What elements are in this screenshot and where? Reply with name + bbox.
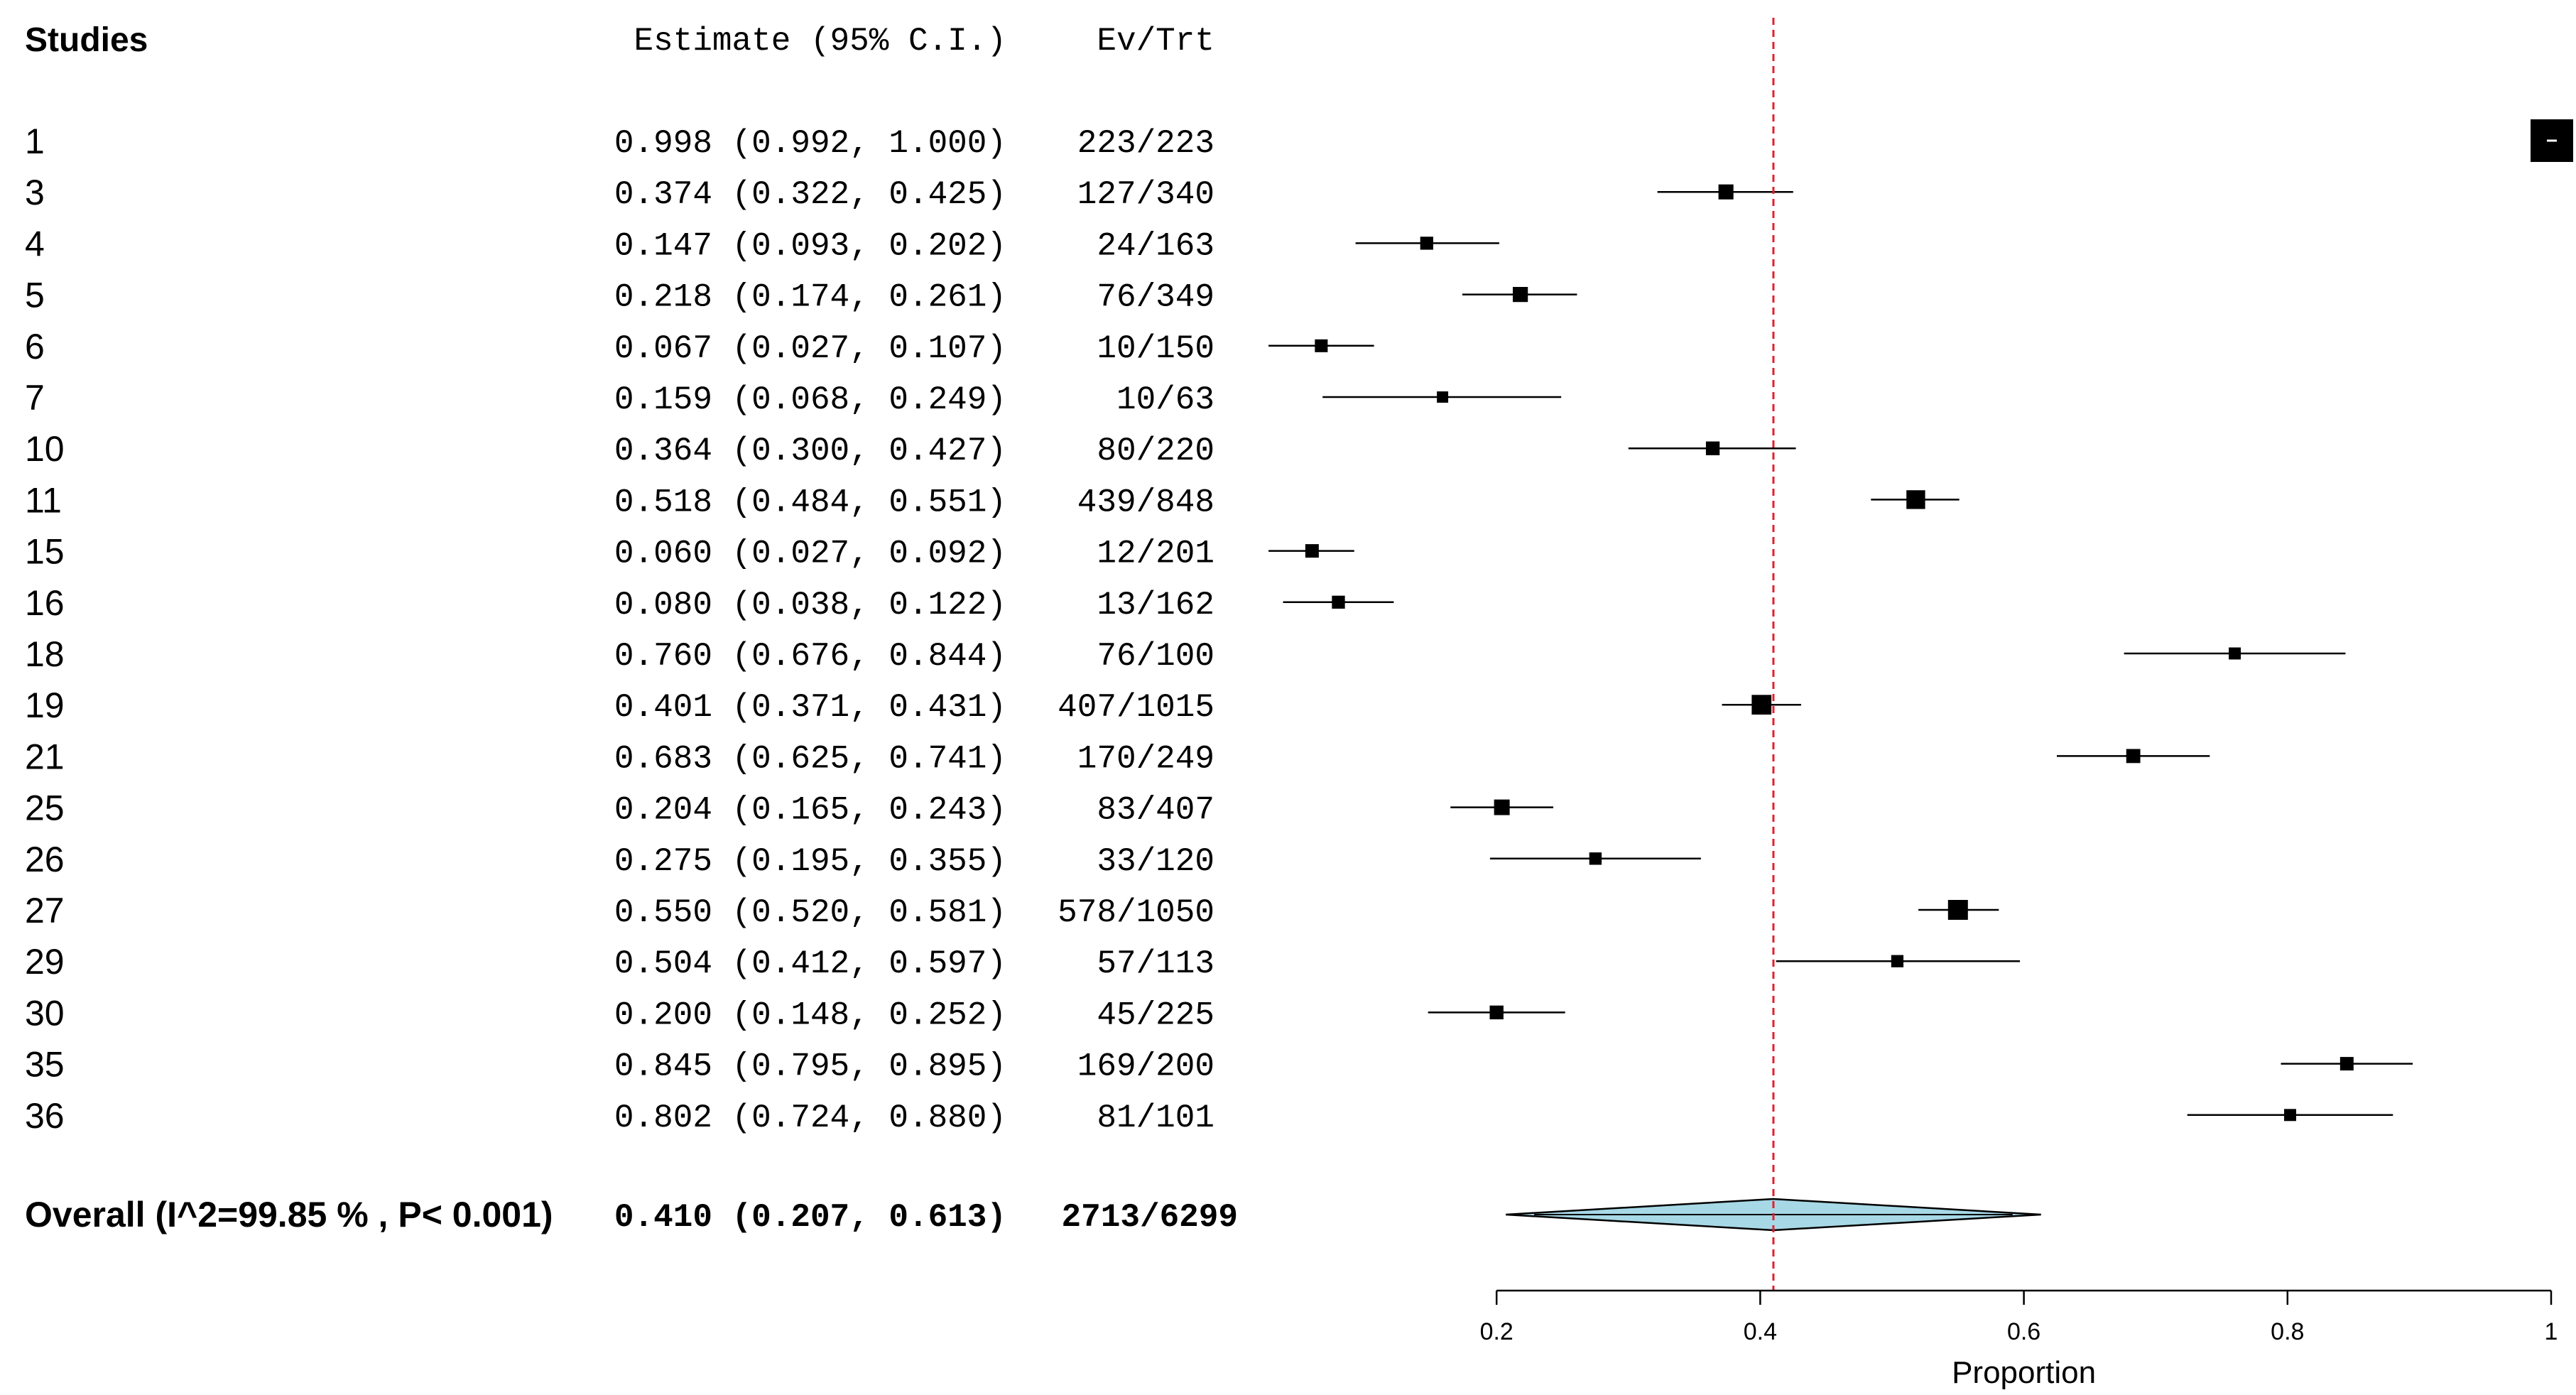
study-estimate: 0.200 (0.148, 0.252) xyxy=(614,997,1006,1033)
study-estimate: 0.760 (0.676, 0.844) xyxy=(614,638,1006,675)
study-label: 27 xyxy=(25,891,65,930)
study-estimate: 0.504 (0.412, 0.597) xyxy=(614,945,1006,982)
point-estimate xyxy=(1512,286,1528,303)
study-label: 30 xyxy=(25,993,65,1033)
point-estimate xyxy=(1494,799,1510,815)
overall-evtrt: 2713/6299 xyxy=(1062,1199,1238,1236)
study-evtrt: 12/201 xyxy=(1097,536,1214,572)
study-evtrt: 169/200 xyxy=(1077,1048,1214,1085)
study-label: 19 xyxy=(25,685,65,725)
study-evtrt: 83/407 xyxy=(1097,792,1214,829)
study-estimate: 0.998 (0.992, 1.000) xyxy=(614,125,1006,162)
study-evtrt: 80/220 xyxy=(1097,433,1214,469)
study-label: 26 xyxy=(25,840,65,879)
point-estimate xyxy=(1947,900,1968,920)
study-estimate: 0.518 (0.484, 0.551) xyxy=(614,484,1006,521)
study-label: 18 xyxy=(25,634,65,674)
point-estimate xyxy=(1891,955,1904,967)
study-evtrt: 24/163 xyxy=(1097,227,1214,264)
study-evtrt: 33/120 xyxy=(1097,843,1214,880)
study-estimate: 0.060 (0.027, 0.092) xyxy=(614,536,1006,572)
point-estimate xyxy=(2339,1057,2354,1071)
point-estimate xyxy=(1437,391,1449,403)
point-estimate xyxy=(1489,1005,1504,1020)
study-label: 1 xyxy=(25,121,45,161)
point-estimate xyxy=(1751,695,1772,715)
study-label: 15 xyxy=(25,532,65,572)
study-evtrt: 76/100 xyxy=(1097,638,1214,675)
study-estimate: 0.401 (0.371, 0.431) xyxy=(614,689,1006,726)
study-label: 7 xyxy=(25,378,45,418)
header-studies: Studies xyxy=(25,21,148,59)
study-evtrt: 81/101 xyxy=(1097,1100,1214,1136)
study-evtrt: 127/340 xyxy=(1077,176,1214,213)
study-label: 16 xyxy=(25,583,65,623)
x-axis-label: Proportion xyxy=(1952,1355,2096,1390)
study-estimate: 0.204 (0.165, 0.243) xyxy=(614,792,1006,829)
point-estimate xyxy=(1718,184,1734,200)
study-label: 35 xyxy=(25,1045,65,1085)
point-estimate xyxy=(1420,237,1433,250)
study-estimate: 0.374 (0.322, 0.425) xyxy=(614,176,1006,213)
study-evtrt: 76/349 xyxy=(1097,279,1214,316)
study-label: 4 xyxy=(25,224,45,264)
x-tick-label: 1 xyxy=(2545,1318,2558,1345)
overall-label: Overall (I^2=99.85 % , P< 0.001) xyxy=(25,1195,553,1234)
study-estimate: 0.067 (0.027, 0.107) xyxy=(614,330,1006,367)
study-estimate: 0.080 (0.038, 0.122) xyxy=(614,587,1006,624)
study-label: 36 xyxy=(25,1096,65,1136)
study-label: 3 xyxy=(25,173,45,212)
point-estimate xyxy=(2284,1109,2296,1122)
study-evtrt: 13/162 xyxy=(1097,587,1214,624)
point-estimate xyxy=(1315,339,1328,352)
study-evtrt: 45/225 xyxy=(1097,997,1214,1033)
study-label: 29 xyxy=(25,942,65,982)
point-estimate xyxy=(2229,647,2241,660)
study-label: 11 xyxy=(25,480,62,520)
study-estimate: 0.802 (0.724, 0.880) xyxy=(614,1100,1006,1136)
overall-estimate: 0.410 (0.207, 0.613) xyxy=(614,1199,1006,1236)
study-evtrt: 578/1050 xyxy=(1058,894,1214,931)
x-tick-label: 0.6 xyxy=(2007,1318,2040,1345)
study-estimate: 0.275 (0.195, 0.355) xyxy=(614,843,1006,880)
x-tick-label: 0.4 xyxy=(1744,1318,1777,1345)
study-evtrt: 223/223 xyxy=(1077,125,1214,162)
point-estimate xyxy=(1705,441,1720,455)
header-evtrt: Ev/Trt xyxy=(1097,23,1214,60)
study-evtrt: 57/113 xyxy=(1097,945,1214,982)
study-estimate: 0.159 (0.068, 0.249) xyxy=(614,381,1006,418)
study-evtrt: 10/63 xyxy=(1116,381,1214,418)
study-label: 25 xyxy=(25,788,65,828)
point-estimate xyxy=(1305,544,1319,558)
study-estimate: 0.364 (0.300, 0.427) xyxy=(614,433,1006,469)
study-estimate: 0.550 (0.520, 0.581) xyxy=(614,894,1006,931)
study-evtrt: 10/150 xyxy=(1097,330,1214,367)
study-estimate: 0.845 (0.795, 0.895) xyxy=(614,1048,1006,1085)
study-label: 5 xyxy=(25,276,45,315)
x-tick-label: 0.2 xyxy=(1480,1318,1513,1345)
study-estimate: 0.218 (0.174, 0.261) xyxy=(614,279,1006,316)
study-estimate: 0.683 (0.625, 0.741) xyxy=(614,740,1006,777)
plot-area: 0.2 0.4 0.6 0.8 1 Proportion xyxy=(1268,18,2573,1390)
study-estimate: 0.147 (0.093, 0.202) xyxy=(614,227,1006,264)
study-label: 10 xyxy=(25,429,65,469)
study-rows: 1 0.998 (0.992, 1.000) 223/223 3 0.374 (0.32… xyxy=(25,121,1238,1236)
x-tick-label: 0.8 xyxy=(2271,1318,2304,1345)
point-estimate xyxy=(1332,595,1345,609)
study-label: 21 xyxy=(25,737,65,776)
point-estimate xyxy=(1589,852,1602,865)
study-evtrt: 439/848 xyxy=(1077,484,1214,521)
study-evtrt: 407/1015 xyxy=(1058,689,1214,726)
header-estimate: Estimate (95% C.I.) xyxy=(634,23,1007,60)
study-evtrt: 170/249 xyxy=(1077,740,1214,777)
point-estimate xyxy=(1906,490,1925,509)
study-label: 6 xyxy=(25,327,45,367)
point-estimate xyxy=(2126,749,2141,764)
